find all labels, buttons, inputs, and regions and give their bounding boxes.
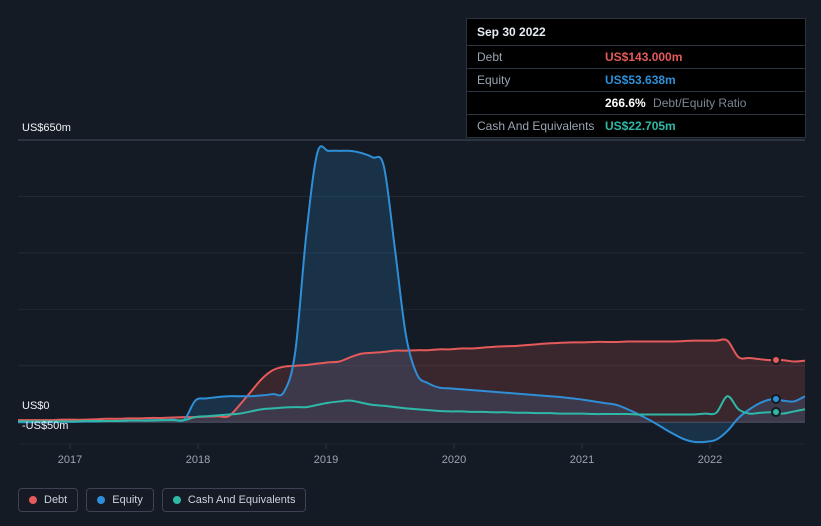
legend-label-cash: Cash And Equivalents — [188, 494, 296, 506]
legend-label-equity: Equity — [112, 494, 143, 506]
tooltip-row-value: 266.6% Debt/Equity Ratio — [605, 96, 746, 110]
tooltip-row-label — [477, 96, 605, 110]
x-label-2019: 2019 — [314, 454, 338, 466]
debt-equity-chart: US$650m US$0 -US$50m 2017 2018 2019 2020 202… — [0, 0, 821, 526]
x-label-2018: 2018 — [186, 454, 210, 466]
legend-item-equity[interactable]: Equity — [86, 488, 154, 512]
legend-swatch-cash — [173, 496, 181, 504]
legend-swatch-debt — [29, 496, 37, 504]
x-label-2022: 2022 — [698, 454, 722, 466]
series-marker-equity — [771, 394, 781, 404]
tooltip-row-0: DebtUS$143.000m — [467, 46, 805, 69]
tooltip-row-3: Cash And EquivalentsUS$22.705m — [467, 115, 805, 137]
tooltip-row-value: US$143.000m — [605, 50, 682, 64]
legend-item-debt[interactable]: Debt — [18, 488, 78, 512]
y-label-zero: US$0 — [22, 400, 50, 412]
tooltip-row-value: US$53.638m — [605, 73, 676, 87]
legend-swatch-equity — [97, 496, 105, 504]
tooltip-row-2: 266.6% Debt/Equity Ratio — [467, 92, 805, 115]
x-label-2020: 2020 — [442, 454, 466, 466]
tooltip-row-1: EquityUS$53.638m — [467, 69, 805, 92]
x-label-2021: 2021 — [570, 454, 594, 466]
y-label-max: US$650m — [22, 122, 71, 134]
y-label-min: -US$50m — [22, 420, 68, 432]
legend-label-debt: Debt — [44, 494, 67, 506]
tooltip-date: Sep 30 2022 — [467, 19, 805, 46]
tooltip-row-value: US$22.705m — [605, 119, 676, 133]
series-marker-cash — [771, 407, 781, 417]
tooltip-row-label: Equity — [477, 73, 605, 87]
chart-legend: Debt Equity Cash And Equivalents — [18, 488, 306, 512]
x-label-2017: 2017 — [58, 454, 82, 466]
chart-tooltip: Sep 30 2022 DebtUS$143.000mEquityUS$53.6… — [466, 18, 806, 138]
tooltip-row-label: Cash And Equivalents — [477, 119, 605, 133]
legend-item-cash[interactable]: Cash And Equivalents — [162, 488, 307, 512]
tooltip-row-label: Debt — [477, 50, 605, 64]
series-marker-debt — [771, 355, 781, 365]
